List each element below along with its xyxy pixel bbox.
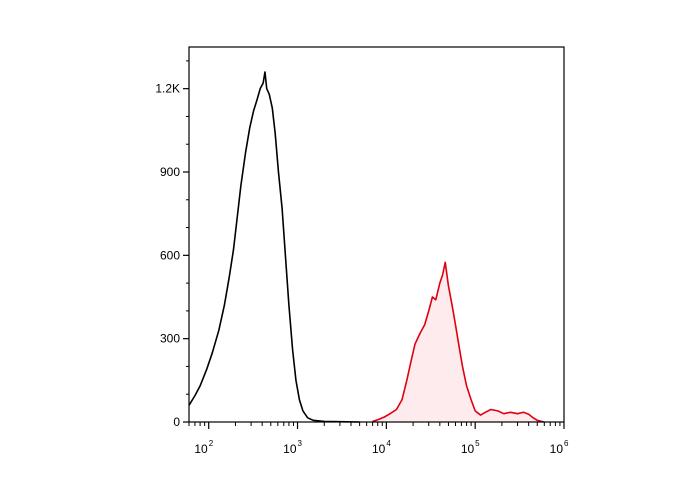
x-tick-exponent: 5	[475, 439, 480, 448]
y-tick-label: 0	[173, 415, 180, 429]
x-tick-label: 10	[194, 442, 208, 456]
y-tick-label: 900	[160, 165, 180, 179]
y-axis: 0 300 600 900 1.2K	[155, 60, 189, 429]
y-tick-label: 300	[160, 332, 180, 346]
x-tick-label: 10	[550, 442, 564, 456]
x-tick-label: 10	[283, 442, 297, 456]
series-0-line	[188, 71, 360, 423]
x-tick-exponent: 3	[298, 439, 303, 448]
series-1-area	[372, 262, 545, 422]
x-tick-label: 10	[461, 442, 475, 456]
x-tick-label: 10	[372, 442, 386, 456]
x-axis: 10 2 10 3 10 4 10 5 10 6	[188, 422, 569, 456]
series-layer	[188, 71, 545, 423]
plot-frame	[188, 46, 565, 423]
series-1-line	[372, 261, 545, 423]
x-tick-exponent: 2	[209, 439, 214, 448]
x-tick-exponent: 4	[386, 439, 391, 448]
y-tick-label: 1.2K	[155, 82, 180, 96]
x-tick-exponent: 6	[564, 439, 569, 448]
y-tick-label: 600	[160, 248, 180, 262]
